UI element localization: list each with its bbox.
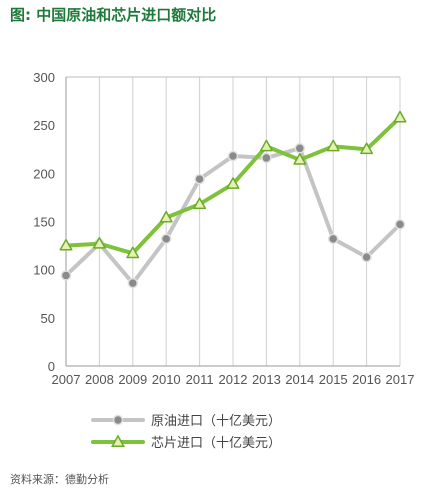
- series-2: [59, 110, 407, 259]
- y-tick-label-100: 100: [33, 263, 55, 278]
- point-1-2017: [394, 219, 406, 230]
- y-tick-label-0: 0: [48, 359, 55, 374]
- legend: 原油进口（十亿美元） 芯片进口（十亿美元）: [91, 414, 281, 451]
- point-2-2010: [159, 210, 173, 223]
- point-1-2011: [194, 173, 205, 185]
- y-tick-label-250: 250: [33, 118, 55, 133]
- x-tick-label-2012: 2012: [219, 372, 248, 387]
- point-1-2012: [227, 150, 239, 162]
- point-1-2009: [127, 277, 139, 289]
- y-tick-label-300: 300: [33, 70, 55, 85]
- point-2-2015: [326, 139, 340, 152]
- legend-item-1: 原油进口（十亿美元）: [91, 414, 281, 429]
- x-tick-label-2011: 2011: [186, 372, 214, 387]
- point-2-2009: [126, 246, 140, 259]
- point-2-2011: [193, 197, 207, 210]
- point-1-2007: [60, 270, 72, 281]
- x-tick-label-2014: 2014: [285, 372, 314, 387]
- y-tick-labels: 0 50 100 150 200 250 300: [33, 70, 55, 374]
- point-2-2012: [226, 177, 240, 189]
- point-1-2013: [261, 152, 272, 164]
- x-tick-label-2008: 2008: [85, 372, 114, 387]
- chart-title: 图: 中国原油和芯片进口额对比: [10, 6, 217, 24]
- y-tick-label-200: 200: [33, 166, 55, 181]
- point-2-2016: [360, 142, 374, 155]
- x-tick-label-2015: 2015: [319, 372, 348, 387]
- y-tick-label-50: 50: [41, 311, 55, 326]
- point-2-2007: [59, 238, 73, 251]
- point-1-2014: [294, 143, 306, 154]
- point-2-2008: [92, 236, 106, 249]
- point-1-2015: [327, 233, 339, 245]
- legend-marker-triangle: [111, 434, 125, 447]
- series-group: [59, 110, 407, 289]
- legend-item-2: 芯片进口（十亿美元）: [91, 434, 281, 451]
- x-tick-label-2013: 2013: [252, 372, 281, 387]
- x-tick-labels: 2007 2008 2009 2010 2011 2012 2013 2014 2015 2016…: [52, 372, 415, 387]
- point-1-2016: [361, 251, 372, 263]
- x-tick-label-2010: 2010: [152, 372, 181, 387]
- grid-lines: [65, 77, 401, 366]
- legend-label-1: 原油进口（十亿美元）: [151, 414, 281, 429]
- point-2-2017: [393, 110, 407, 123]
- source-note: 资料来源：德勤分析: [10, 473, 109, 486]
- point-2-2014: [293, 153, 307, 165]
- point-1-2010: [160, 233, 172, 245]
- legend-marker-circle: [112, 414, 124, 426]
- point-2-2013: [259, 139, 273, 152]
- x-tick-label-2016: 2016: [352, 372, 381, 387]
- x-tick-label-2017: 2017: [386, 372, 415, 387]
- legend-label-2: 芯片进口（十亿美元）: [151, 436, 281, 451]
- x-tick-label-2007: 2007: [52, 372, 81, 387]
- axes: [65, 76, 400, 367]
- x-tick-label-2009: 2009: [118, 372, 147, 387]
- y-tick-label-150: 150: [33, 215, 55, 230]
